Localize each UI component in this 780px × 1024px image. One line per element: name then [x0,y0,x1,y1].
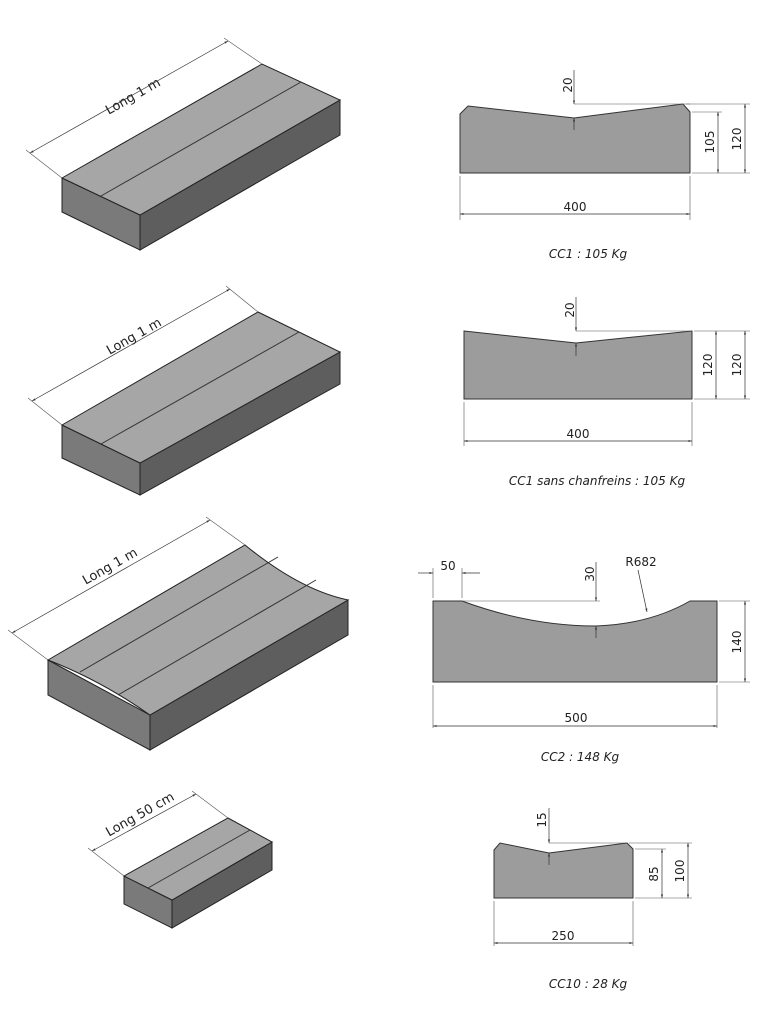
width-dim: 400 [564,200,587,214]
profile-cc1: 400 20 105 120 CC1 : 105 Kg [459,70,750,261]
isometric-view-cc2: Long 1 m [7,516,350,751]
total-height-dim: 100 [673,860,687,883]
length-label: Long 50 cm [103,790,177,841]
length-label: Long 1 m [103,75,163,118]
length-label: Long 1 m [80,545,140,588]
profile-cc10: 250 15 85 100 CC10 : 28 Kg [493,808,692,991]
inner-height-dim: 105 [703,131,717,154]
radius-dim: R682 [625,555,656,569]
total-height-dim: 140 [730,631,744,654]
isometric-view-cc1: Long 1 m [25,37,342,251]
edge-dim: 50 [440,559,455,573]
depth-dim: 20 [561,77,575,92]
depth-dim: 20 [563,302,577,317]
profile-cc1-sans-chanfreins: 400 20 120 120 CC1 sans chanfreins : 105… [463,297,750,488]
width-dim: 500 [565,711,588,725]
caption: CC1 sans chanfreins : 105 Kg [509,474,686,488]
caption: CC10 : 28 Kg [549,977,628,991]
width-dim: 400 [567,427,590,441]
profile-cc2: 50 30 R682 500 140 CC2 : 148 Kg [418,555,750,764]
caption: CC1 : 105 Kg [549,247,628,261]
total-height-dim: 120 [730,354,744,377]
isometric-view-cc1-sans: Long 1 m [27,285,342,496]
depth-dim: 15 [535,812,549,827]
length-label: Long 1 m [104,315,164,358]
depth-dim: 30 [583,566,597,581]
inner-height-dim: 120 [701,354,715,377]
caption: CC2 : 148 Kg [541,750,620,764]
isometric-view-cc10: Long 50 cm [87,790,274,929]
total-height-dim: 120 [730,128,744,151]
width-dim: 250 [552,929,575,943]
inner-height-dim: 85 [647,866,661,881]
